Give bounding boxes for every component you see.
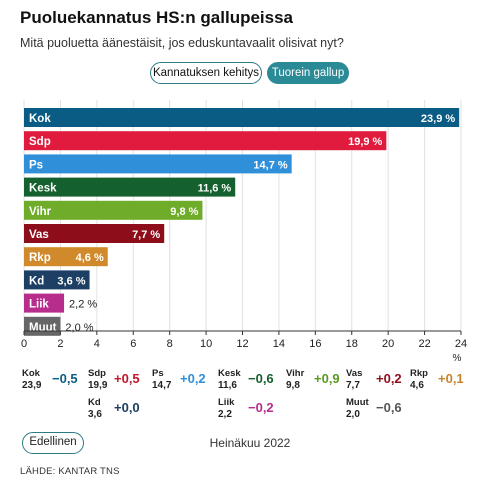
bar-value-muut: 2,0 % bbox=[65, 322, 93, 334]
change-diff: +0,5 bbox=[114, 371, 140, 386]
x-tick-label: 6 bbox=[130, 338, 136, 350]
change-diff: +0,9 bbox=[314, 371, 340, 386]
bar-value-kesk: 11,6 % bbox=[198, 183, 232, 195]
bar-label-muut: Muut bbox=[29, 322, 57, 334]
bar-value-kok: 23,9 % bbox=[421, 113, 455, 125]
bar-kd bbox=[24, 270, 90, 290]
support-trend-button[interactable]: Kannatuksen kehitys bbox=[150, 62, 262, 84]
bar-vihr bbox=[24, 200, 203, 220]
change-diff: −0,5 bbox=[52, 371, 78, 386]
change-value: 14,7 bbox=[152, 380, 172, 391]
change-value: 19,9 bbox=[88, 380, 108, 391]
bar-label-liik: Liik bbox=[29, 299, 49, 311]
change-party: Liik bbox=[218, 397, 235, 408]
change-party: Muut bbox=[346, 397, 369, 408]
x-tick-label: 2 bbox=[57, 338, 63, 350]
bar-ps bbox=[24, 154, 292, 174]
bar-label-kok: Kok bbox=[29, 113, 51, 125]
change-diff: −0,6 bbox=[376, 400, 402, 415]
bar-label-rkp: Rkp bbox=[29, 252, 51, 264]
change-value: 2,0 bbox=[346, 409, 360, 420]
change-value: 4,6 bbox=[410, 380, 424, 391]
change-party: Rkp bbox=[410, 368, 428, 379]
x-tick-label: 24 bbox=[455, 338, 467, 350]
bar-value-sdp: 19,9 % bbox=[348, 136, 382, 148]
bar-vas bbox=[24, 224, 165, 243]
change-party: Kesk bbox=[218, 368, 241, 379]
change-value: 2,2 bbox=[218, 409, 232, 420]
bar-value-vas: 7,7 % bbox=[132, 229, 160, 241]
x-tick-label: 10 bbox=[200, 338, 212, 350]
bar-chart: Kok 23,9 % Sdp 19,9 % Ps 14,7 % Kesk 11,6 % Vihr… bbox=[21, 100, 467, 364]
change-diff: +0,1 bbox=[438, 371, 464, 386]
change-party: Ps bbox=[152, 368, 164, 379]
poll-date: Heinäkuu 2022 bbox=[209, 436, 291, 450]
change-party: Vas bbox=[346, 368, 363, 379]
change-value: 9,8 bbox=[286, 380, 300, 391]
x-tick-label: 14 bbox=[273, 338, 285, 350]
x-tick-label: 16 bbox=[309, 338, 321, 350]
bar-value-liik: 2,2 % bbox=[69, 299, 97, 311]
change-value: 23,9 bbox=[22, 380, 42, 391]
previous-button[interactable]: Edellinen bbox=[22, 432, 84, 454]
bar-rkp bbox=[24, 247, 108, 267]
x-tick-label: 4 bbox=[94, 338, 100, 350]
change-party: Sdp bbox=[88, 368, 106, 379]
bar-label-vas: Vas bbox=[29, 229, 49, 241]
bar-label-sdp: Sdp bbox=[29, 136, 51, 148]
source-label: LÄHDE: KANTAR TNS bbox=[20, 466, 120, 477]
change-diff: +0,0 bbox=[114, 400, 140, 415]
x-tick-label: 20 bbox=[382, 338, 394, 350]
chart-subtitle: Mitä puoluetta äänestäisit, jos eduskunt… bbox=[20, 36, 344, 50]
change-diff: −0,2 bbox=[248, 400, 274, 415]
bar-value-ps: 14,7 % bbox=[253, 159, 287, 171]
bar-value-rkp: 4,6 % bbox=[76, 252, 104, 264]
latest-poll-button[interactable]: Tuorein gallup bbox=[267, 62, 349, 84]
bar-sdp bbox=[24, 131, 387, 151]
bar-label-kesk: Kesk bbox=[29, 183, 57, 195]
bar-liik bbox=[24, 293, 65, 313]
change-party: Kok bbox=[22, 368, 40, 379]
bar-kok bbox=[24, 108, 460, 127]
x-tick-label: 0 bbox=[21, 338, 27, 350]
change-diff: +0,2 bbox=[180, 371, 206, 386]
change-value: 3,6 bbox=[88, 409, 102, 420]
change-diff: +0,2 bbox=[376, 371, 402, 386]
bar-label-ps: Ps bbox=[29, 159, 43, 171]
change-party: Vihr bbox=[286, 368, 305, 379]
change-diff: −0,6 bbox=[248, 371, 274, 386]
x-tick-label: 8 bbox=[167, 338, 173, 350]
bar-value-vihr: 9,8 % bbox=[170, 206, 198, 218]
x-unit-label: % bbox=[453, 353, 462, 364]
bar-label-vihr: Vihr bbox=[29, 206, 52, 218]
chart-title: Puoluekannatus HS:n gallupeissa bbox=[20, 8, 294, 27]
bar-value-kd: 3,6 % bbox=[57, 275, 85, 287]
change-party: Kd bbox=[88, 397, 101, 408]
change-value: 11,6 bbox=[218, 380, 237, 391]
bar-kesk bbox=[24, 177, 236, 197]
x-tick-label: 18 bbox=[346, 338, 358, 350]
change-value: 7,7 bbox=[346, 380, 360, 391]
bar-label-kd: Kd bbox=[29, 275, 44, 287]
x-tick-label: 12 bbox=[236, 338, 248, 350]
x-tick-label: 22 bbox=[418, 338, 430, 350]
